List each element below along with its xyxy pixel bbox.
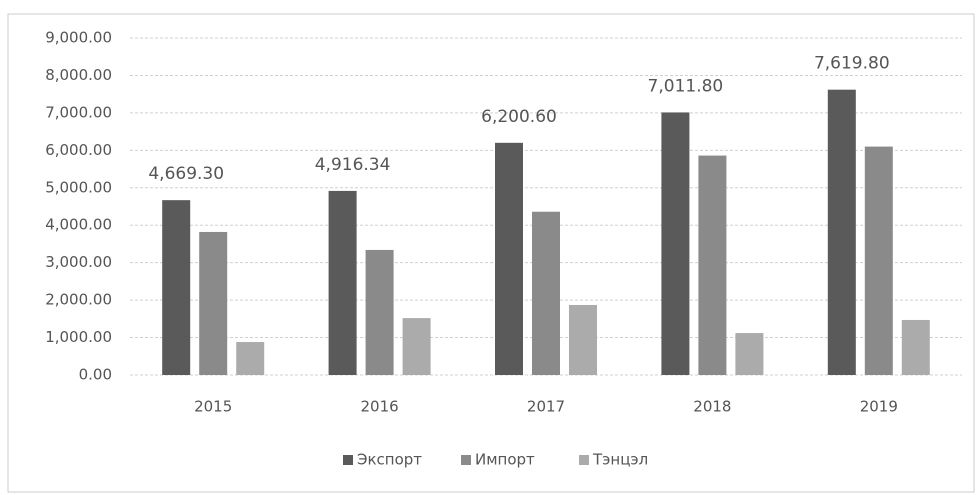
bar [735,333,764,375]
bar [495,142,523,375]
bar [236,342,265,375]
y-tick-label: 9,000.00 [45,29,112,47]
bar [162,200,191,375]
bar [402,318,431,375]
data-label: 4,669.30 [148,164,224,184]
bar [864,146,893,375]
x-tick-label: 2015 [194,398,232,416]
x-tick-label: 2019 [860,398,898,416]
legend-swatch [579,455,589,465]
y-tick-label: 0.00 [79,366,112,384]
bar [827,89,856,376]
data-label: 7,619.80 [814,54,890,74]
legend-label: Экспорт [357,451,422,469]
bar [901,319,930,375]
legend-label: Импорт [475,451,535,469]
y-tick-label: 3,000.00 [45,253,112,271]
bar [661,112,690,375]
y-tick-label: 6,000.00 [45,141,112,159]
legend-swatch [343,455,353,465]
bar [698,155,727,375]
x-tick-label: 2016 [361,398,399,416]
data-label: 7,011.80 [648,76,724,96]
y-tick-label: 5,000.00 [45,178,112,196]
bar [199,231,228,375]
bar [328,190,357,375]
legend-swatch [461,455,471,465]
bar [365,249,394,375]
bar [569,304,597,375]
y-tick-label: 4,000.00 [45,216,112,234]
y-tick-label: 2,000.00 [45,291,112,309]
bar [532,211,560,375]
data-label: 6,200.60 [481,107,557,127]
y-tick-label: 7,000.00 [45,103,112,121]
y-tick-label: 1,000.00 [45,328,112,346]
legend-label: Тэнцэл [592,451,648,469]
data-label: 4,916.34 [315,155,391,175]
x-tick-label: 2017 [527,398,565,416]
x-tick-label: 2018 [693,398,731,416]
y-tick-label: 8,000.00 [45,66,112,84]
